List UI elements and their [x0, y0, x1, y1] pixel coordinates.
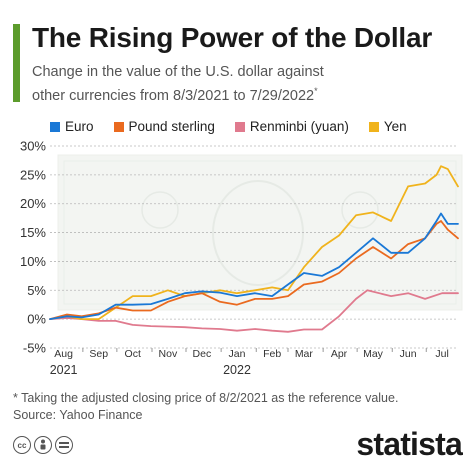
- y-tick-label: 5%: [27, 283, 46, 298]
- series-line-renminbi: [49, 289, 459, 333]
- legend-swatch-yen: [368, 121, 379, 132]
- y-tick-label: 20%: [20, 196, 46, 211]
- source-text: Source: Yahoo Finance: [13, 408, 143, 422]
- y-tick-label: 25%: [20, 167, 46, 182]
- footnote-text: * Taking the adjusted closing price of 8…: [13, 391, 399, 405]
- x-tick-label: Apr: [331, 348, 348, 360]
- x-tick-label: Nov: [159, 348, 178, 360]
- person-icon[interactable]: [34, 436, 52, 454]
- legend-swatch-renminbi: [234, 121, 245, 132]
- x-tick-label: Feb: [263, 348, 281, 360]
- y-tick-label: 30%: [20, 139, 46, 154]
- legend-item-yen: Yen: [368, 119, 407, 134]
- x-tick-label: Sep: [89, 348, 108, 360]
- legend-item-renminbi: Renminbi (yuan): [234, 119, 349, 134]
- equals-icon[interactable]: [55, 436, 73, 454]
- footnote: * Taking the adjusted closing price of 8…: [13, 390, 398, 424]
- legend-label-renminbi: Renminbi (yuan): [249, 119, 349, 134]
- y-tick-label: 0%: [27, 312, 46, 327]
- y-tick-label: 10%: [20, 254, 46, 269]
- series-line-pound: [49, 220, 459, 321]
- legend-label-euro: Euro: [65, 119, 94, 134]
- y-tick-label: -5%: [23, 341, 47, 356]
- cc-icon[interactable]: cc: [13, 436, 31, 454]
- x-tick-label: Mar: [295, 348, 314, 360]
- license-icons: cc: [13, 436, 73, 454]
- year-label: 2021: [50, 363, 78, 377]
- chart-legend: Euro Pound sterling Renminbi (yuan) Yen: [50, 119, 407, 134]
- x-tick-label: Jan: [229, 348, 246, 360]
- legend-swatch-euro: [50, 121, 60, 132]
- subtitle-line-1: Change in the value of the U.S. dollar a…: [32, 64, 324, 80]
- series-line-yen: [49, 165, 459, 321]
- chart-title: The Rising Power of the Dollar: [32, 22, 433, 53]
- subtitle-footnote-mark: *: [314, 86, 318, 96]
- x-tick-label: Aug: [54, 348, 73, 360]
- legend-label-pound: Pound sterling: [128, 119, 215, 134]
- x-tick-label: Dec: [193, 348, 212, 360]
- statista-logo[interactable]: statista: [356, 426, 462, 462]
- x-tick-label: Oct: [125, 348, 141, 360]
- legend-item-euro: Euro: [50, 119, 94, 134]
- accent-bar: [13, 24, 20, 102]
- legend-label-yen: Yen: [383, 119, 407, 134]
- legend-swatch-pound: [113, 121, 124, 132]
- y-tick-label: 15%: [20, 225, 46, 240]
- x-tick-label: Jun: [400, 348, 417, 360]
- x-tick-label: Jul: [435, 348, 448, 360]
- legend-item-pound: Pound sterling: [113, 119, 215, 134]
- chart-subtitle: Change in the value of the U.S. dollar a…: [32, 63, 452, 106]
- year-label: 2022: [223, 363, 251, 377]
- subtitle-line-2: other currencies from 8/3/2021 to 7/29/2…: [32, 87, 315, 104]
- x-tick-label: May: [363, 348, 384, 360]
- series-line-euro: [49, 212, 459, 321]
